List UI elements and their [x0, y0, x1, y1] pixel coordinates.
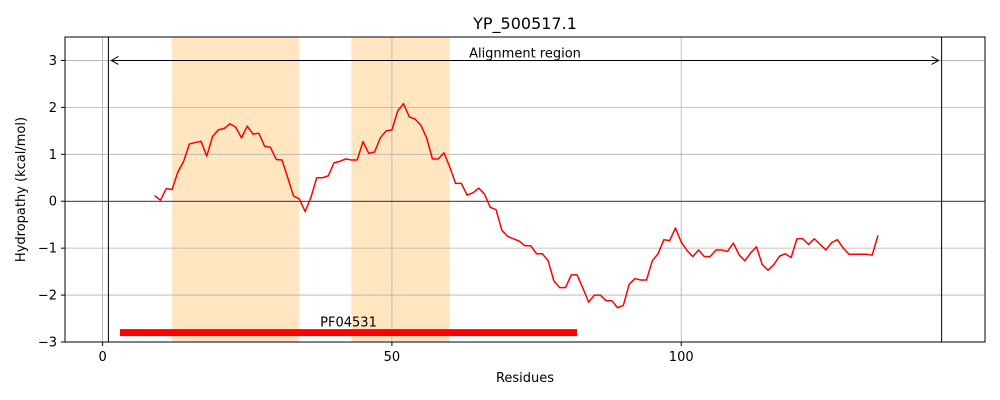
y-tick-label: −1 [38, 242, 57, 257]
hydropathy-series-line [154, 102, 879, 309]
x-tick-label: 0 [98, 350, 106, 365]
y-tick-label: −3 [38, 336, 57, 351]
chart-title: YP_500517.1 [472, 14, 577, 34]
x-axis-label: Residues [496, 371, 554, 386]
plot-frame [64, 36, 986, 343]
x-tick-label: 50 [384, 350, 401, 365]
y-tick-label: 1 [49, 148, 57, 163]
domain-bar-label: PF04531 [320, 316, 377, 331]
axis-ticks: 0 50 100 −3 −2 −1 0 1 2 3 [38, 54, 694, 365]
highlight-region-1 [172, 37, 300, 342]
alignment-arrow-left-head [110, 56, 119, 65]
plot-lines [65, 37, 985, 342]
highlight-region-2 [351, 37, 450, 342]
y-tick-label: 3 [49, 54, 57, 69]
y-tick-label: −2 [38, 289, 57, 304]
x-tick-label: 100 [669, 350, 694, 365]
y-axis-label: Hydropathy (kcal/mol) [14, 117, 29, 262]
alignment-region-label: Alignment region [469, 46, 581, 61]
domain-bar [119, 329, 578, 337]
y-tick-label: 0 [49, 195, 57, 210]
highlight-regions [172, 37, 450, 342]
alignment-arrow-right-head [931, 56, 940, 65]
y-tick-label: 2 [49, 101, 57, 116]
